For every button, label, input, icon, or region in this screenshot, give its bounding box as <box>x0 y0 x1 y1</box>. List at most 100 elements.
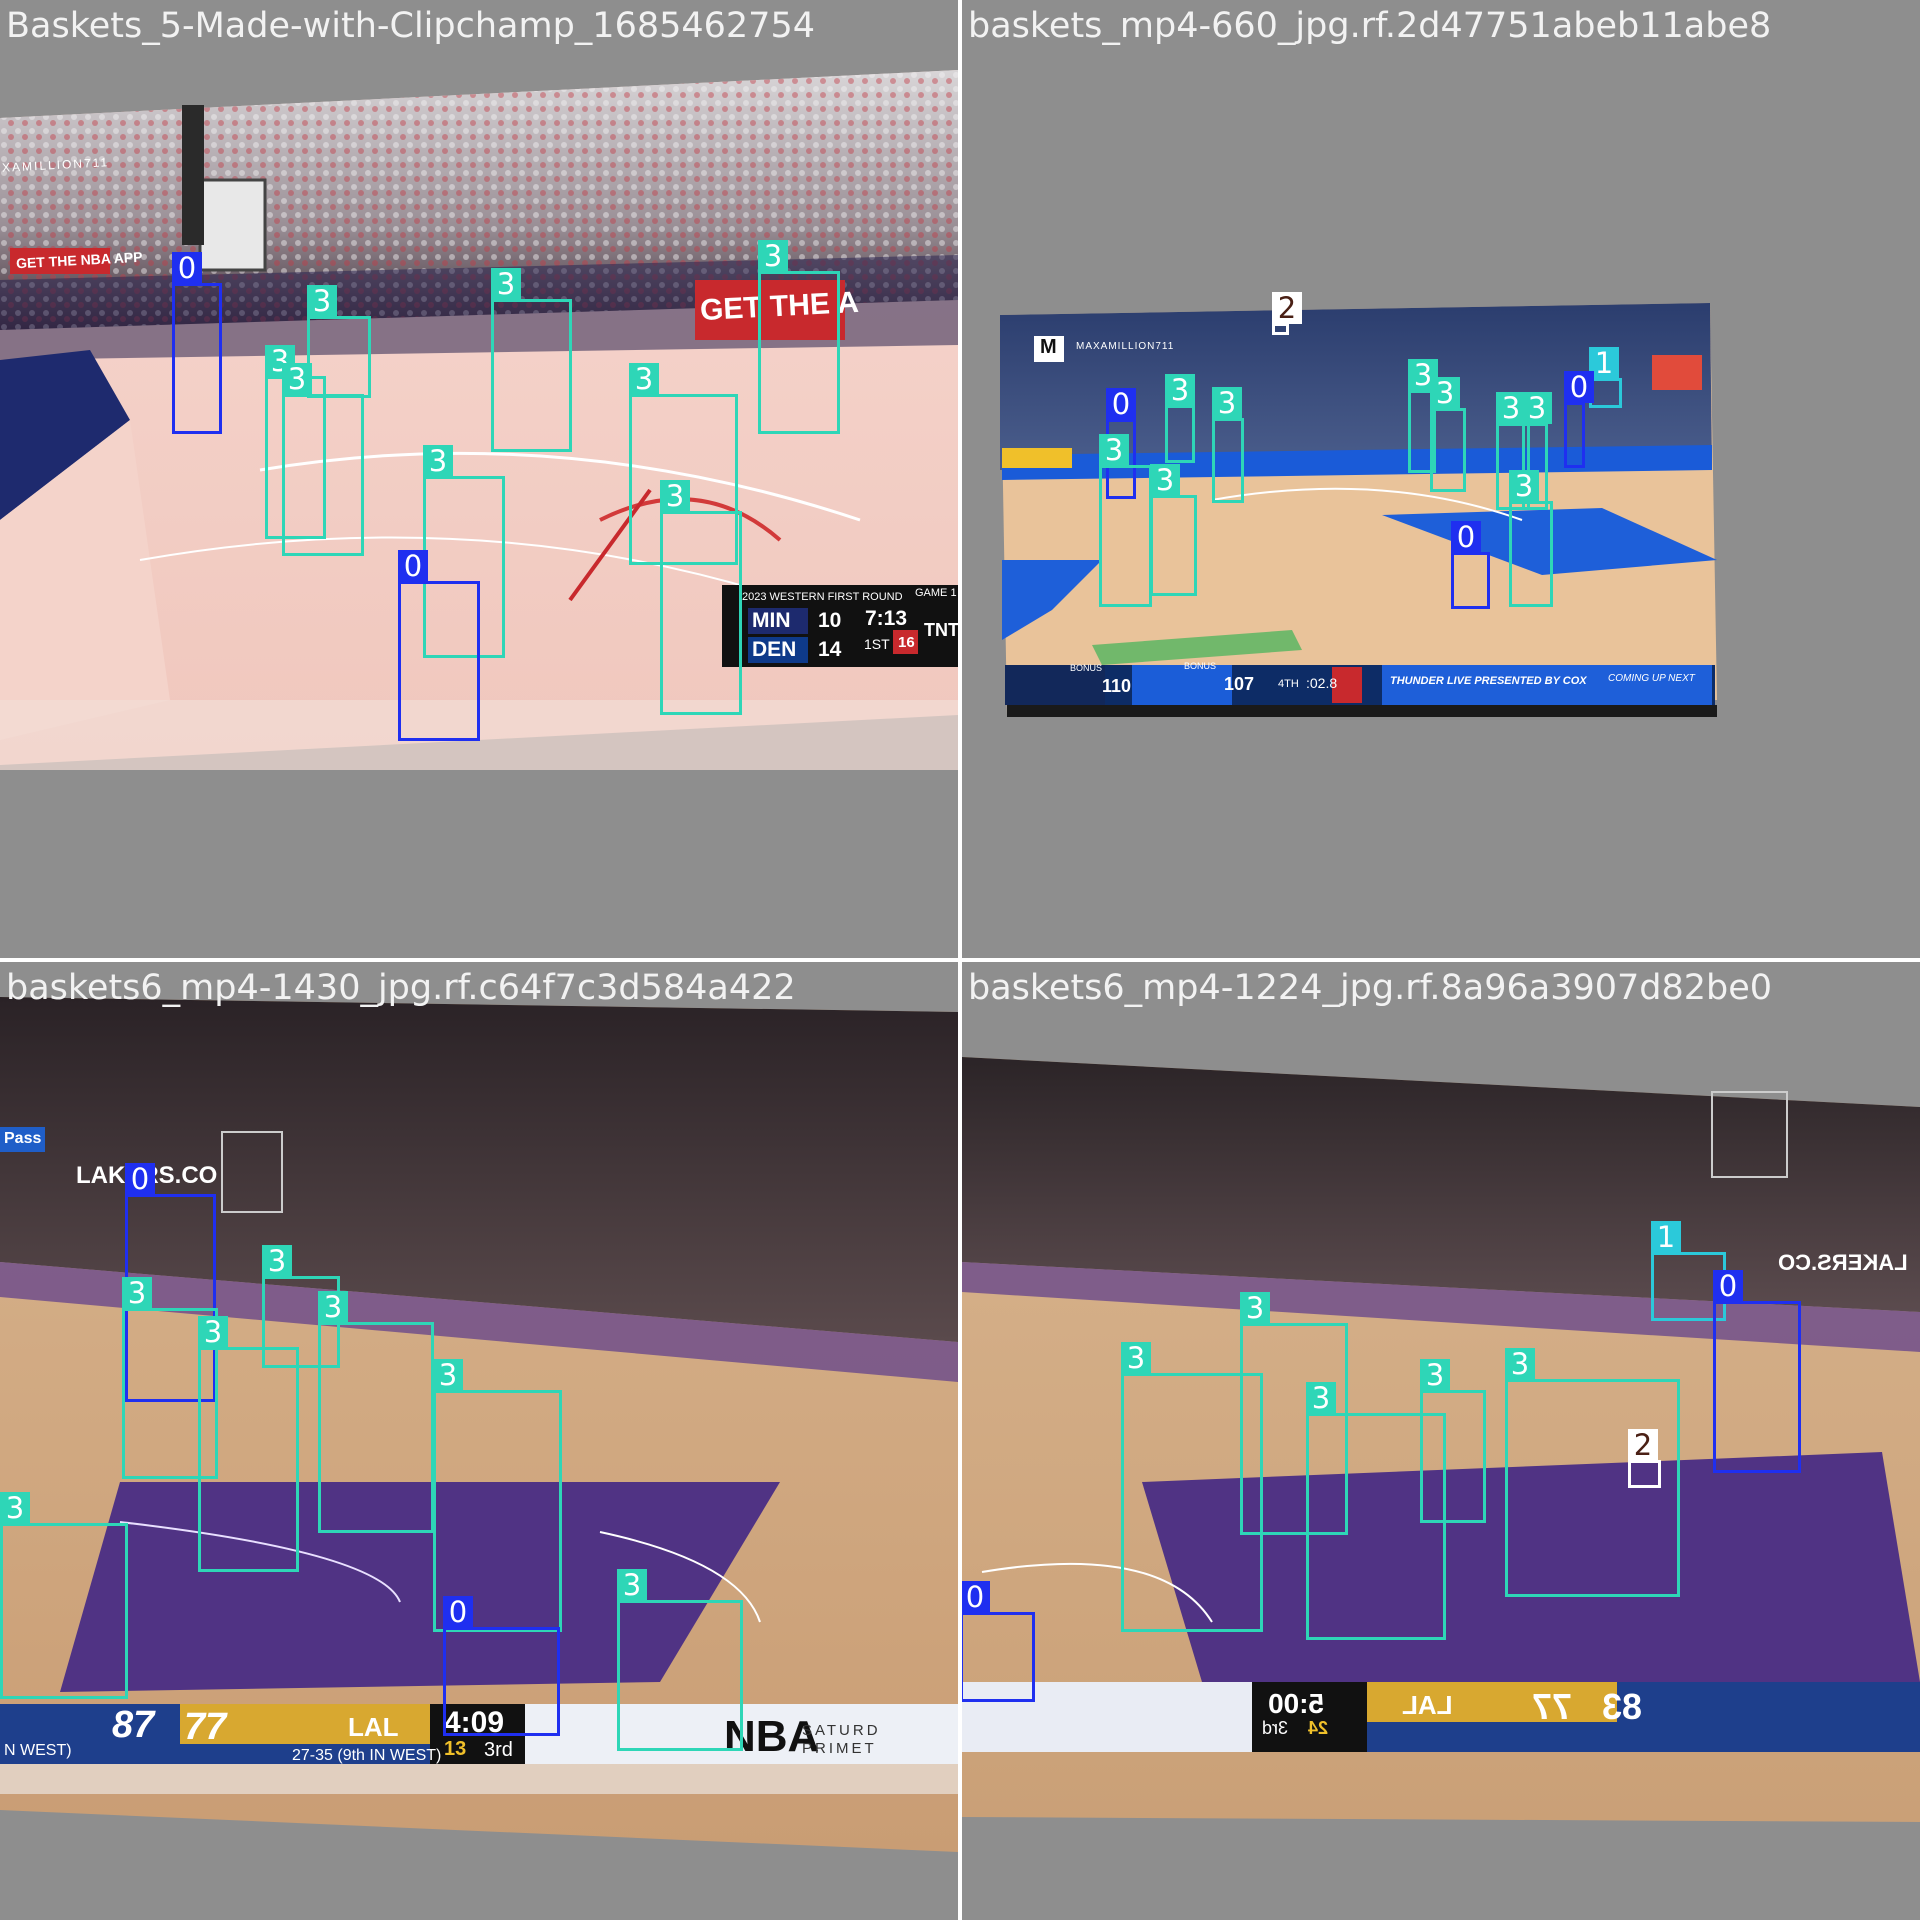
team2-score: 77 <box>184 1706 227 1748</box>
class-label: 1 <box>1651 1221 1681 1253</box>
class-label: 0 <box>1106 388 1136 420</box>
bounding-box-class-0: 0 <box>172 252 222 434</box>
team-abbr: LAL <box>348 1712 399 1742</box>
team1-score: 110 <box>1102 676 1132 696</box>
class-label: 3 <box>1505 1348 1535 1380</box>
pass-sign: Pass <box>4 1130 42 1147</box>
tile-1: Baskets_5-Made-with-Clipchamp_1685462754 <box>0 0 958 958</box>
shot-clock: 16 <box>898 634 915 651</box>
class-label: 0 <box>1451 521 1481 553</box>
class-label: 3 <box>1212 387 1242 419</box>
bonus-left: BONUS <box>1070 663 1103 673</box>
team2-score: 14 <box>818 638 842 661</box>
bounding-box-class-3: 3 <box>1408 359 1438 473</box>
class-label: 3 <box>629 363 659 395</box>
court-photo <box>0 962 958 1920</box>
bounding-box-class-1: 1 <box>1651 1221 1726 1321</box>
bounding-box-class-3: 3 <box>1420 1359 1486 1523</box>
class-label: 3 <box>1496 392 1526 424</box>
game-clock: 7:13 <box>865 607 908 630</box>
tile-title: Baskets_5-Made-with-Clipchamp_1685462754 <box>6 6 815 46</box>
scoreboard-round: 2023 WESTERN FIRST ROUND <box>742 591 903 603</box>
bounding-box-class-0: 0 <box>443 1596 560 1736</box>
tile-2: baskets_mp4-660_jpg.rf.2d47751abeb11abe8 <box>962 0 1920 958</box>
bounding-box-class-0: 0 <box>398 550 480 741</box>
class-label: 3 <box>1420 1359 1450 1391</box>
period: 3rd <box>484 1739 513 1761</box>
class-label: 3 <box>318 1291 348 1323</box>
class-label: 3 <box>0 1492 30 1524</box>
class-label: 3 <box>262 1245 292 1277</box>
bounding-box-class-3: 3 <box>1430 377 1466 492</box>
bonus-right: BONUS <box>1184 661 1217 671</box>
tile-3: baskets6_mp4-1430_jpg.rf.c64f7c3d584a422 <box>0 962 958 1920</box>
bounding-box-class-3: 3 <box>1150 464 1197 596</box>
network-logo: TNT <box>924 620 958 640</box>
team1-score: 10 <box>818 609 842 632</box>
coming-up: COMING UP NEXT <box>1608 673 1695 684</box>
game-clock: :02.8 <box>1306 675 1338 691</box>
class-label: 0 <box>125 1163 155 1195</box>
class-label: 3 <box>1150 464 1180 496</box>
bounding-box-class-3: 3 <box>433 1359 562 1632</box>
tile-title: baskets_mp4-660_jpg.rf.2d47751abeb11abe8 <box>968 6 1772 46</box>
tile-title: baskets6_mp4-1430_jpg.rf.c64f7c3d584a422 <box>6 968 796 1008</box>
quarter: 4TH <box>1278 678 1299 690</box>
bounding-box-class-3: 3 <box>1522 392 1552 510</box>
class-label: 2 <box>1272 292 1302 324</box>
class-label: 3 <box>1522 392 1552 424</box>
bounding-box-class-3: 3 <box>1509 470 1553 607</box>
period: 1ST <box>864 636 890 652</box>
class-label: 3 <box>617 1569 647 1601</box>
class-label: 0 <box>443 1596 473 1628</box>
scoreboard-game: GAME 1 <box>915 587 957 599</box>
bounding-box-class-3: 3 <box>318 1291 434 1533</box>
class-label: 3 <box>433 1359 463 1391</box>
team2-score: 107 <box>1224 674 1255 694</box>
class-label: 3 <box>1430 377 1460 409</box>
bounding-box-class-1: 1 <box>1589 347 1622 408</box>
class-label: 3 <box>307 285 337 317</box>
bounding-box-class-3: 3 <box>1121 1342 1263 1632</box>
west-record: N WEST) <box>4 1742 72 1759</box>
class-label: 0 <box>172 252 202 284</box>
bounding-box-class-3: 3 <box>1099 434 1152 607</box>
bounding-box-class-3: 3 <box>660 480 742 715</box>
team2-abbr: DEN <box>752 638 797 661</box>
class-label: 3 <box>758 240 788 272</box>
bounding-box-class-3: 3 <box>491 268 572 452</box>
team1-score: 87 <box>112 1704 155 1746</box>
class-label: 0 <box>398 550 428 582</box>
court-photo <box>0 0 958 958</box>
bounding-box-class-3: 3 <box>758 240 840 434</box>
network-logo: NBA <box>724 1712 820 1761</box>
class-label: 3 <box>660 480 690 512</box>
watermark: MAXAMILLION711 <box>1076 341 1175 352</box>
shot-clock: 13 <box>444 1738 467 1760</box>
class-label: 3 <box>423 445 453 477</box>
bounding-box-class-2: 2 <box>1272 292 1302 335</box>
bounding-box-class-2: 2 <box>1628 1429 1661 1488</box>
class-label: 0 <box>1564 371 1594 403</box>
bounding-box-class-3: 3 <box>629 363 738 565</box>
class-label: 1 <box>1589 347 1619 379</box>
bounding-box-class-3: 3 <box>617 1569 743 1751</box>
class-label: 3 <box>1165 374 1195 406</box>
bounding-box-class-3: 3 <box>1306 1382 1446 1640</box>
class-label: 3 <box>1121 1342 1151 1374</box>
class-label: 3 <box>491 268 521 300</box>
tile-4: baskets6_mp4-1224_jpg.rf.8a96a3907d82be0 <box>962 962 1920 1920</box>
class-label: 3 <box>282 363 312 395</box>
class-label: 3 <box>1509 470 1539 502</box>
class-label: 3 <box>1408 359 1438 391</box>
bounding-box-class-0: 0 <box>1713 1270 1801 1473</box>
bounding-box-class-0: 0 <box>1451 521 1490 609</box>
bounding-box-class-0: 0 <box>962 1581 1035 1702</box>
bounding-box-class-3: 3 <box>1212 387 1244 503</box>
team1-abbr: MIN <box>752 609 791 632</box>
class-label: 3 <box>1099 434 1129 466</box>
